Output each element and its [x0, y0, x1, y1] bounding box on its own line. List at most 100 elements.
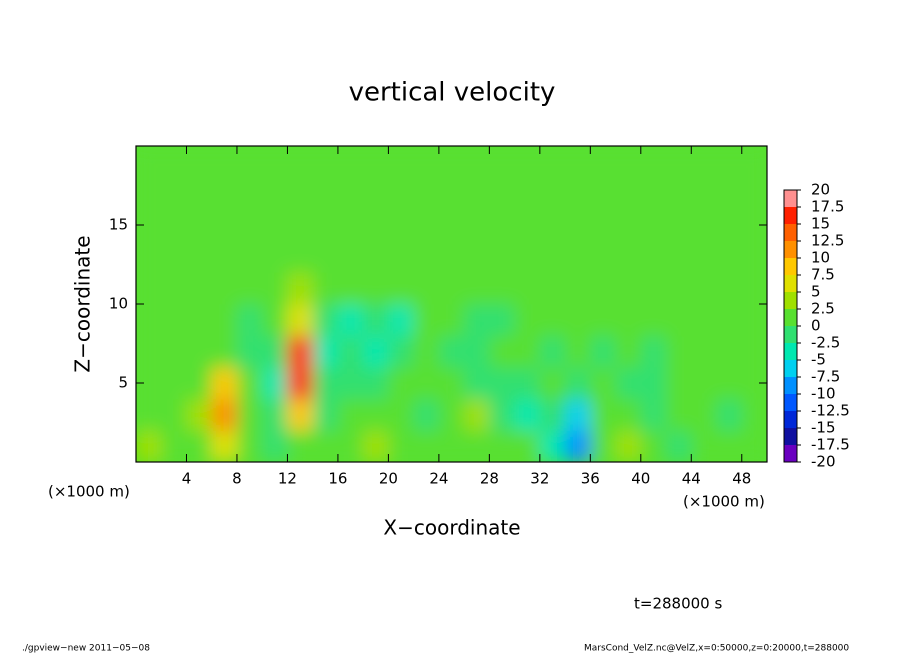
heatmap-cell — [388, 367, 415, 400]
heatmap-cell — [211, 430, 238, 462]
heatmap-cell — [236, 240, 263, 273]
heatmap-cell — [539, 272, 566, 305]
heatmap-cell — [666, 209, 692, 242]
heatmap-cell — [337, 146, 364, 179]
heatmap-cell — [489, 335, 516, 368]
footer-left: ./gpview−new 2011−05−08 — [22, 644, 150, 654]
colorbar-bin — [784, 326, 797, 343]
heatmap-cell — [262, 335, 288, 368]
colorbar-label: -7.5 — [811, 368, 840, 386]
colorbar-label: 10 — [811, 249, 830, 267]
colorbar-label: 20 — [811, 181, 830, 199]
heatmap-cell — [236, 146, 263, 179]
heatmap-cell — [590, 430, 617, 462]
x-axis-label: X−coordinate — [383, 516, 520, 540]
heatmap-cell — [640, 335, 667, 368]
heatmap-cell — [161, 335, 187, 368]
heatmap-cell — [186, 146, 213, 179]
heatmap-cell — [161, 430, 187, 462]
heatmap-cell — [413, 398, 440, 431]
heatmap-cell — [161, 177, 187, 210]
heatmap-cell — [262, 209, 288, 242]
heatmap-cell — [489, 177, 516, 210]
heatmap-cell — [413, 367, 440, 400]
heatmap-cell — [741, 177, 767, 210]
heatmap-cell — [716, 177, 743, 210]
x-tick-label: 16 — [328, 470, 347, 488]
heatmap-cell — [337, 398, 364, 431]
heatmap-cell — [186, 335, 213, 368]
heatmap-cell — [337, 304, 364, 337]
heatmap-cell — [615, 209, 642, 242]
heatmap-cell — [136, 335, 162, 368]
heatmap-cell — [666, 240, 692, 273]
heatmap-cell — [312, 367, 339, 400]
x-tick-label: 40 — [631, 470, 650, 488]
heatmap-cell — [262, 177, 288, 210]
heatmap-cell — [236, 272, 263, 305]
colorbar: -20-17.5-15-12.5-10-7.5-5-2.502.557.5101… — [783, 181, 850, 471]
heatmap-cell — [716, 367, 743, 400]
heatmap-cell — [186, 272, 213, 305]
heatmap-cell — [464, 304, 490, 337]
heatmap-cell — [136, 430, 162, 462]
heatmap-cell — [262, 272, 288, 305]
colorbar-label: -2.5 — [811, 334, 840, 352]
colorbar-label: 2.5 — [811, 300, 835, 318]
heatmap-cell — [615, 335, 642, 368]
colorbar-label: 5 — [811, 283, 821, 301]
heatmap-cell — [565, 398, 591, 431]
heatmap-cell — [640, 146, 667, 179]
heatmap-cell — [262, 146, 288, 179]
heatmap-cell — [211, 146, 238, 179]
heatmap-cell — [413, 304, 440, 337]
heatmap-cell — [615, 240, 642, 273]
heatmap-cell — [615, 272, 642, 305]
heatmap-cell — [363, 398, 389, 431]
heatmap-cell — [337, 209, 364, 242]
heatmap-cell — [489, 209, 516, 242]
heatmap-cell — [236, 398, 263, 431]
heatmap-cell — [565, 240, 591, 273]
heatmap-cell — [565, 304, 591, 337]
heatmap-cell — [388, 335, 415, 368]
y-tick-label: 5 — [118, 374, 128, 392]
heatmap-cell — [514, 240, 541, 273]
heatmap-cell — [691, 272, 718, 305]
heatmap-cell — [211, 335, 238, 368]
heatmap-cell — [691, 177, 718, 210]
heatmap-cell — [287, 209, 314, 242]
colorbar-bin — [784, 411, 797, 428]
heatmap-cell — [388, 272, 415, 305]
heatmap-cell — [388, 146, 415, 179]
heatmap-cell — [489, 398, 516, 431]
x-tick-label: 4 — [182, 470, 192, 488]
heatmap-cell — [539, 146, 566, 179]
heatmap-cell — [312, 398, 339, 431]
heatmap-cell — [312, 240, 339, 273]
colorbar-bin — [784, 428, 797, 445]
heatmap-cell — [590, 240, 617, 273]
heatmap-cell — [262, 240, 288, 273]
x-tick-label: 24 — [429, 470, 448, 488]
heatmap-cell — [186, 430, 213, 462]
colorbar-bin — [784, 224, 797, 241]
heatmap-cell — [136, 177, 162, 210]
heatmap-cell — [363, 177, 389, 210]
heatmap-cell — [615, 146, 642, 179]
heatmap-cell — [136, 304, 162, 337]
colorbar-bin — [784, 292, 797, 309]
heatmap-cell — [464, 240, 490, 273]
colorbar-label: 17.5 — [811, 198, 844, 216]
heatmap-cell — [464, 430, 490, 462]
heatmap-cell — [615, 367, 642, 400]
colorbar-bin — [784, 309, 797, 326]
heatmap-cell — [464, 209, 490, 242]
heatmap-cell — [666, 367, 692, 400]
heatmap-cell — [489, 272, 516, 305]
heatmap-cell — [741, 335, 767, 368]
heatmap-cell — [438, 430, 465, 462]
heatmap-cell — [388, 177, 415, 210]
heatmap — [136, 146, 767, 462]
heatmap-cell — [666, 177, 692, 210]
